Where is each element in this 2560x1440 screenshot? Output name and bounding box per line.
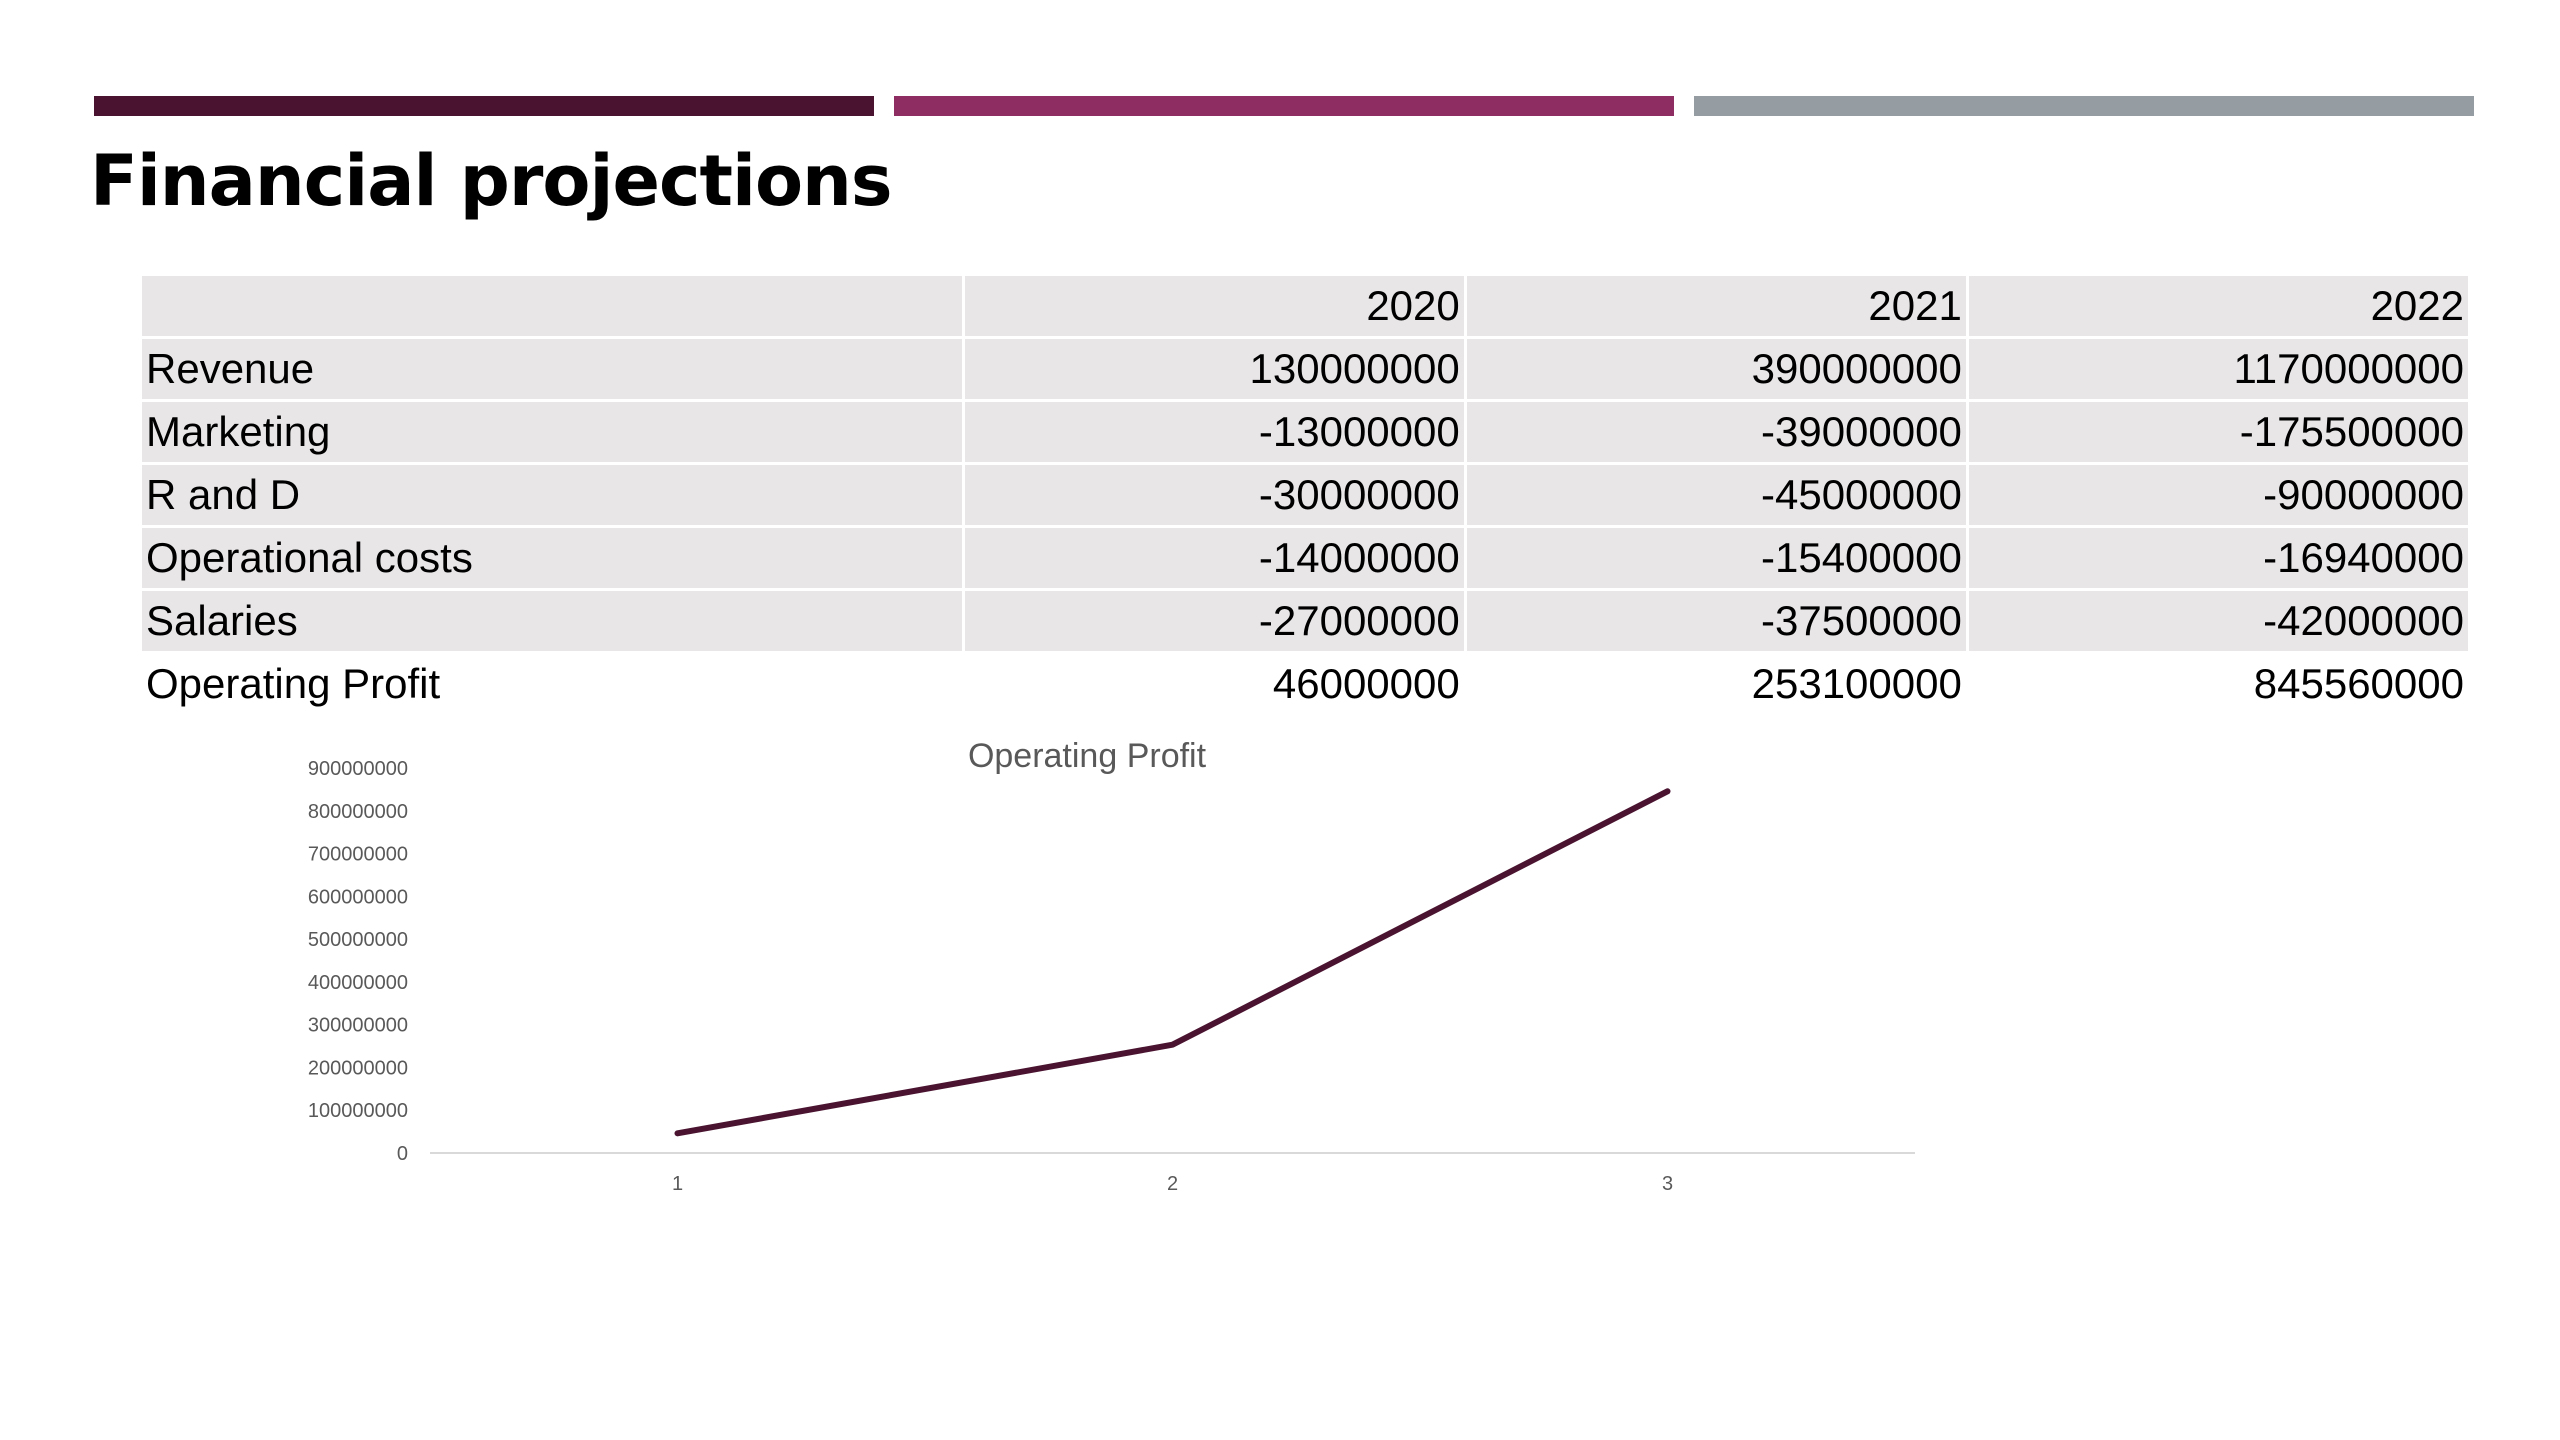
table-cell: -15400000 (1463, 526, 1968, 591)
y-tick-label: 400000000 (308, 972, 408, 994)
table-cell: 130000000 (961, 337, 1466, 402)
series-group (674, 788, 1671, 1137)
y-tick-label: 0 (397, 1143, 408, 1165)
accent-bar-dark (94, 96, 874, 116)
table-cell: -13000000 (961, 400, 1466, 465)
table-cell: -37500000 (1463, 589, 1968, 654)
table-cell: -14000000 (961, 526, 1466, 591)
table-cell: -42000000 (1965, 589, 2468, 654)
table-row-total: Operating Profit 46000000 253100000 8455… (142, 652, 2468, 714)
table-header-cell (142, 276, 964, 339)
table-header-row: 2020 2021 2022 (142, 276, 2468, 339)
table-cell: 1170000000 (1965, 337, 2468, 402)
row-label: R and D (142, 463, 964, 528)
y-tick-label: 500000000 (308, 929, 408, 951)
x-tick-label: 1 (672, 1173, 683, 1195)
y-tick-label: 200000000 (308, 1057, 408, 1079)
accent-bar-gray (1694, 96, 2474, 116)
y-tick-label: 700000000 (308, 844, 408, 866)
accent-bar-magenta (894, 96, 1674, 116)
y-tick-label: 600000000 (308, 886, 408, 908)
y-tick-label: 800000000 (308, 801, 408, 823)
row-label: Operational costs (142, 526, 964, 591)
y-tick-label: 100000000 (308, 1100, 408, 1122)
table-cell: -90000000 (1965, 463, 2468, 528)
table-cell: -39000000 (1463, 400, 1968, 465)
table-cell: 390000000 (1463, 337, 1968, 402)
table-cell: -45000000 (1463, 463, 1968, 528)
table-header-cell: 2020 (961, 276, 1466, 339)
table-cell: -16940000 (1965, 526, 2468, 591)
table-cell: -27000000 (961, 589, 1466, 654)
table-cell: 46000000 (961, 652, 1466, 714)
table-row: Salaries -27000000 -37500000 -42000000 (142, 589, 2468, 654)
y-axis: 0 100000000 200000000 300000000 400000000 500… (308, 758, 408, 1165)
financial-table: 2020 2021 2022 Revenue 130000000 3900000… (142, 276, 2468, 714)
x-tick-label: 3 (1662, 1173, 1673, 1195)
table-cell: -30000000 (961, 463, 1466, 528)
row-label: Marketing (142, 400, 964, 465)
slide-title: Financial projections (90, 140, 893, 222)
operating-profit-chart: Operating Profit 0 100000000 200000000 3000… (308, 737, 1915, 1195)
y-tick-label: 900000000 (308, 758, 408, 780)
row-label: Operating Profit (142, 652, 964, 714)
table-row: Operational costs -14000000 -15400000 -1… (142, 526, 2468, 591)
table-cell: 845560000 (1965, 652, 2468, 714)
table-cell: 253100000 (1463, 652, 1968, 714)
x-axis: 1 2 3 (672, 1173, 1673, 1195)
table-header-cell: 2021 (1463, 276, 1968, 339)
table-header-cell: 2022 (1965, 276, 2468, 339)
row-label: Salaries (142, 589, 964, 654)
series-line (674, 788, 1671, 1137)
x-tick-label: 2 (1167, 1173, 1178, 1195)
table-cell: -175500000 (1965, 400, 2468, 465)
table-row: Revenue 130000000 390000000 1170000000 (142, 337, 2468, 402)
table-row: Marketing -13000000 -39000000 -175500000 (142, 400, 2468, 465)
y-tick-label: 300000000 (308, 1015, 408, 1037)
chart-title: Operating Profit (968, 737, 1207, 775)
row-label: Revenue (142, 337, 964, 402)
table-row: R and D -30000000 -45000000 -90000000 (142, 463, 2468, 528)
